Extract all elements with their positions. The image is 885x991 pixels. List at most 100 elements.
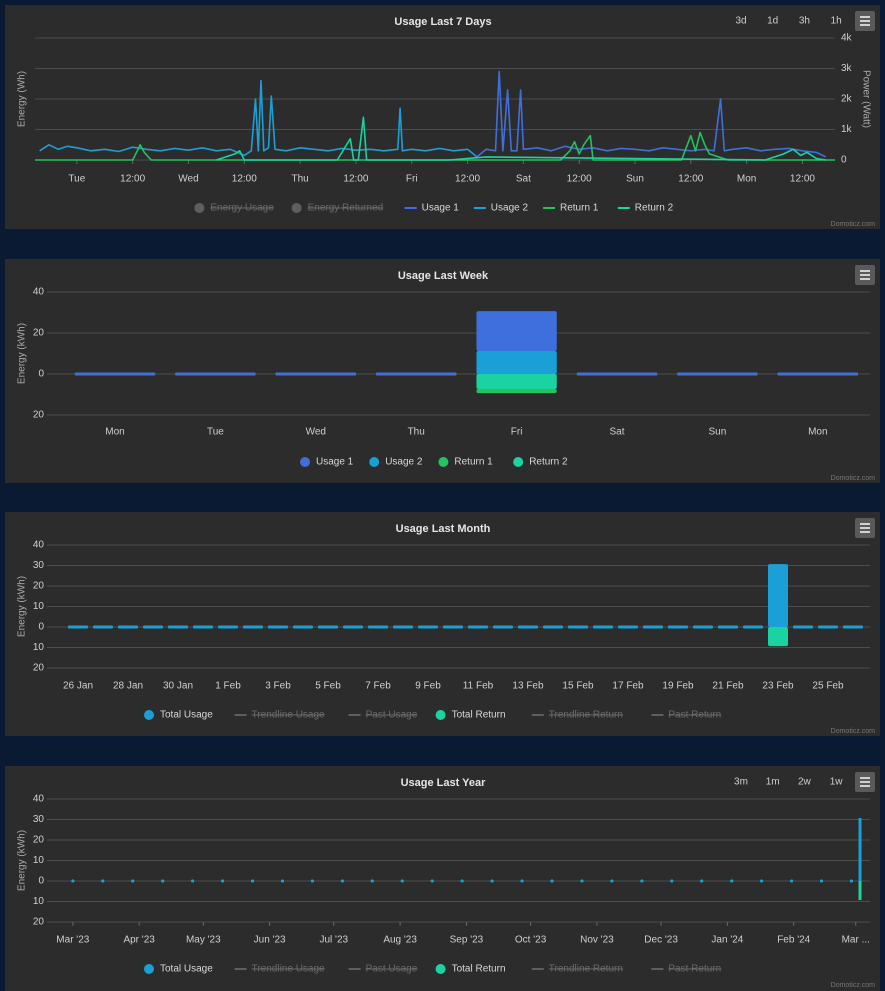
legend-label[interactable]: Return 1 <box>560 203 599 214</box>
bar-segment <box>576 372 658 376</box>
bar-segment <box>580 879 584 883</box>
bar-segment <box>101 879 105 883</box>
bar-segment <box>118 625 138 629</box>
x-tick-label: 19 Feb <box>662 681 694 692</box>
x-tick-label: Nov '23 <box>580 935 614 946</box>
legend-label[interactable]: Energy Returned <box>308 203 384 214</box>
legend-label[interactable]: Trendline Return <box>549 964 623 975</box>
y-axis-title: Energy (kWh) <box>17 323 28 384</box>
legend-label[interactable]: Return 2 <box>635 203 674 214</box>
x-tick-label: 15 Feb <box>562 681 594 692</box>
bar-segment <box>218 625 238 629</box>
legend-label[interactable]: Past Return <box>668 710 721 721</box>
chart-title: Usage Last Month <box>396 523 491 535</box>
bar-segment <box>490 879 494 883</box>
bar-segment <box>543 625 563 629</box>
bar-segment <box>693 625 713 629</box>
x-tick-label: 3 Feb <box>265 681 291 692</box>
x-tick-label: Wed <box>178 174 198 185</box>
legend-label[interactable]: Total Return <box>452 710 506 721</box>
legend-label[interactable]: Past Return <box>668 964 721 975</box>
legend-label[interactable]: Trendline Usage <box>252 710 325 721</box>
bar-segment <box>193 625 213 629</box>
bar-segment <box>268 625 288 629</box>
x-tick-label: Sep '23 <box>450 935 484 946</box>
x-tick-label: Mon <box>737 174 756 185</box>
bar-segment <box>668 625 688 629</box>
legend-label[interactable]: Past Usage <box>366 964 418 975</box>
y2-tick-label: 2k <box>841 94 853 105</box>
legend-label[interactable]: Return 2 <box>529 457 568 468</box>
x-tick-label: 7 Feb <box>365 681 391 692</box>
x-tick-label: Sun <box>709 427 727 438</box>
y-tick-label: 10 <box>33 642 45 653</box>
range-button[interactable]: 1w <box>830 777 844 788</box>
bar-segment <box>251 879 255 883</box>
x-tick-label: 12:00 <box>455 174 480 185</box>
x-tick-label: 21 Feb <box>712 681 744 692</box>
range-button[interactable]: 2w <box>798 777 812 788</box>
legend-symbol <box>435 710 446 720</box>
y-tick-label: 20 <box>33 917 45 928</box>
bar-segment <box>476 311 557 352</box>
x-tick-label: 5 Feb <box>315 681 341 692</box>
bar-segment <box>760 879 764 883</box>
x-tick-label: 1 Feb <box>215 681 241 692</box>
range-button[interactable]: 3d <box>735 16 746 27</box>
legend-label[interactable]: Trendline Return <box>549 710 623 721</box>
y-tick-label: 20 <box>33 410 45 421</box>
legend-label[interactable]: Usage 1 <box>316 457 354 468</box>
y-tick-label: 10 <box>33 601 45 612</box>
x-tick-label: Mar '23 <box>56 935 89 946</box>
legend-label[interactable]: Return 1 <box>454 457 493 468</box>
bar-segment <box>74 372 156 376</box>
y-tick-label: 30 <box>33 814 45 825</box>
legend-label[interactable]: Usage 2 <box>385 457 423 468</box>
x-tick-label: 12:00 <box>790 174 815 185</box>
x-tick-label: Tue <box>68 174 85 185</box>
x-tick-label: Jan '24 <box>711 935 743 946</box>
legend-symbol <box>300 457 310 467</box>
series-line <box>39 79 478 158</box>
range-button[interactable]: 3h <box>799 16 810 27</box>
legend-symbol <box>435 964 446 974</box>
range-button[interactable]: 1d <box>767 16 778 27</box>
legend-label[interactable]: Past Usage <box>366 710 418 721</box>
legend-symbol <box>291 203 302 213</box>
bar-segment <box>843 625 863 629</box>
x-tick-label: 23 Feb <box>762 681 794 692</box>
y-tick-label: 40 <box>33 287 45 298</box>
range-button[interactable]: 3m <box>734 777 748 788</box>
x-tick-label: Mon <box>808 427 827 438</box>
credits: Domoticz.com <box>831 475 876 482</box>
y-tick-label: 0 <box>38 369 44 380</box>
bar-segment <box>818 625 838 629</box>
range-button[interactable]: 1h <box>831 16 842 27</box>
legend-label[interactable]: Total Return <box>452 964 506 975</box>
legend-symbol <box>194 203 205 213</box>
range-button[interactable]: 1m <box>766 777 780 788</box>
bar-segment <box>550 879 554 883</box>
legend-label[interactable]: Total Usage <box>160 964 213 975</box>
bar-segment <box>310 879 314 883</box>
bar-segment <box>858 818 862 881</box>
x-tick-label: Thu <box>408 427 425 438</box>
legend-label[interactable]: Total Usage <box>160 710 213 721</box>
credits: Domoticz.com <box>831 728 876 735</box>
bar-segment <box>400 879 404 883</box>
bar-segment <box>93 625 113 629</box>
x-tick-label: Wed <box>306 427 326 438</box>
bar-segment <box>718 625 738 629</box>
y-tick-label: 0 <box>38 876 44 887</box>
x-tick-label: Mon <box>105 427 124 438</box>
panel <box>5 259 880 483</box>
y-axis-title: Energy (Wh) <box>17 71 28 127</box>
bar-segment <box>393 625 413 629</box>
legend-label[interactable]: Usage 1 <box>422 203 460 214</box>
legend-symbol <box>369 457 380 467</box>
legend-label[interactable]: Trendline Usage <box>252 964 325 975</box>
legend-label[interactable]: Energy Usage <box>210 203 274 214</box>
y2-tick-label: 3k <box>841 63 853 74</box>
legend-label[interactable]: Usage 2 <box>491 203 529 214</box>
bar-segment <box>476 388 557 394</box>
